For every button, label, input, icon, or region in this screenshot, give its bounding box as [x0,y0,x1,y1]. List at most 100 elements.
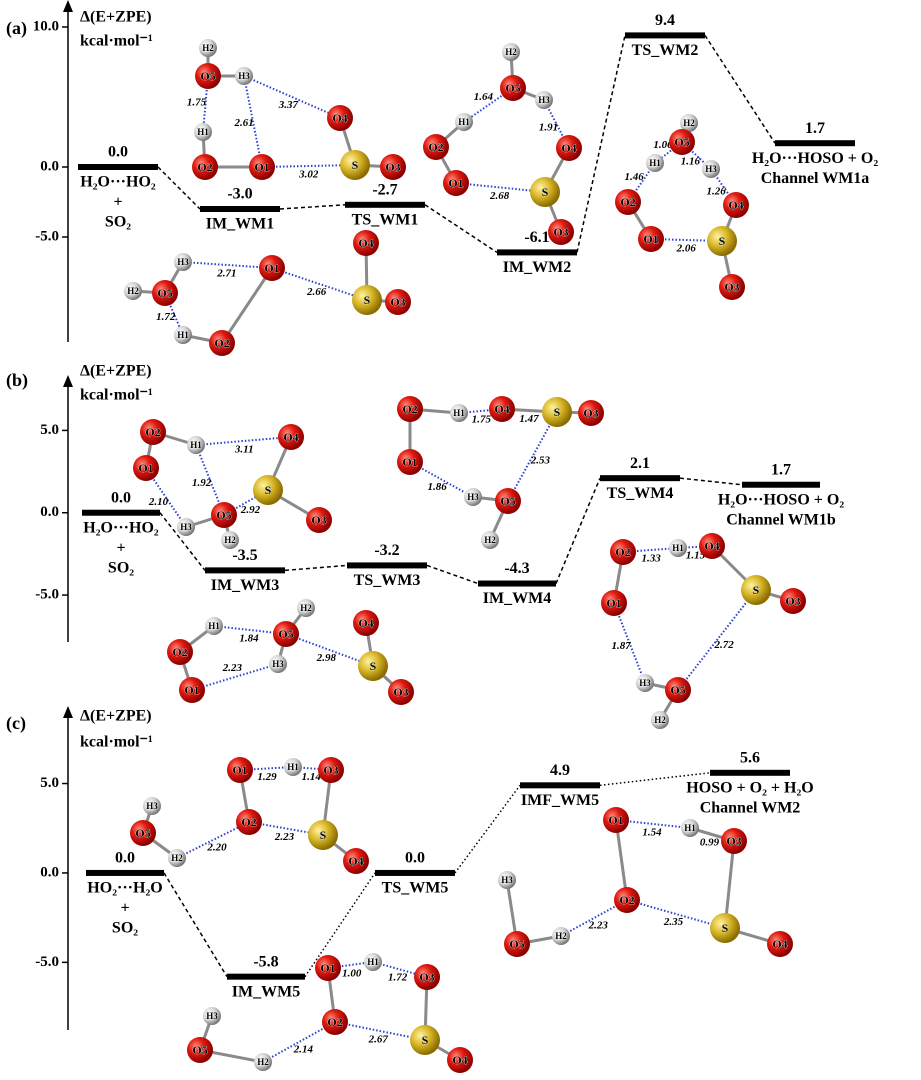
atom-label: S [542,185,549,199]
atom-label: H2 [300,603,312,613]
level-name: Channel WM1a [761,170,870,187]
connector [577,35,625,252]
atom-label: H1 [190,440,202,450]
atom-label: H1 [649,158,661,168]
atom-label: O3 [583,406,598,420]
atom-label: S [719,234,726,248]
atom-label: O2 [172,645,187,659]
atom-label: H1 [458,117,470,127]
level-value: -3.2 [374,542,399,559]
level-value: 1.7 [771,461,791,478]
axis-arrow [63,375,73,387]
distance-label: 1.75 [472,413,492,425]
distance-label: 1.92 [192,477,212,489]
distance-label: 3.02 [298,169,319,181]
level-value: -4.3 [504,560,529,577]
atom-label: O3 [553,225,568,239]
distance-label: 1.91 [539,122,558,134]
atom-label: O4 [561,141,576,155]
atom-label: O4 [348,854,363,868]
distance-label: 2.14 [293,1043,314,1055]
connector [285,565,347,570]
level-name: H₂O···HO₂ [83,519,159,536]
energy-level [227,974,305,980]
distance-label: 1.29 [257,771,277,783]
connector [427,565,478,583]
atom-label: H3 [177,257,189,267]
energy-level [742,482,820,488]
level-name: HOSO + O₂ + H₂O [686,779,813,796]
y-tick-label: 0.0 [40,504,59,520]
atom-label: H1 [208,621,220,631]
y-tick-label: -5.0 [35,587,59,603]
atom-label: O4 [358,616,373,630]
distance-label: 1.72 [156,311,176,323]
atom-label: O1 [643,232,658,246]
distance-label: 1.54 [642,826,662,838]
figure: (a)Δ(E+ZPE)kcal·mol⁻¹10.00.0-5.00.0H₂O··… [0,0,921,1080]
atom-label: O1 [606,596,621,610]
axis-unit: kcal·mol⁻¹ [80,387,153,404]
energy-level [345,202,425,208]
atom-label: H2 [171,853,183,863]
atom-label: O2 [428,140,443,154]
atom-label: O4 [452,1053,467,1067]
y-tick-label: 5.0 [40,775,59,791]
energy-level [775,140,855,146]
atom-label: H2 [127,286,139,296]
level-name: TS_WM3 [354,572,421,589]
atom-label: O4 [704,539,719,553]
axis-arrow [63,0,73,12]
atom-label: H3 [238,71,250,81]
atom-label: O1 [254,160,269,174]
atom-label: O3 [726,834,741,848]
atom-label: H2 [484,535,496,545]
level-value: 4.9 [550,762,570,779]
atom-label: O5 [216,508,231,522]
connector [280,205,345,209]
atom-label: H1 [197,127,209,137]
energy-level [600,475,680,481]
atom-label: O5 [670,683,685,697]
atom-label: O5 [674,135,689,149]
atom-label: O2 [402,402,417,416]
atom-label: H1 [177,330,189,340]
level-name: H₂O···HOSO + O₂ [718,491,844,508]
atom-label: O1 [264,261,279,275]
atom-label: O1 [402,455,417,469]
distance-label: 1.26 [706,186,726,198]
panel-label: (a) [6,18,27,39]
atom-label: S [364,293,371,307]
level-name: + [120,900,129,917]
atom-label: H3 [538,95,550,105]
atom-label: S [370,659,377,673]
level-name: Channel WM1b [726,511,836,528]
atom-label: H2 [257,1057,269,1067]
connector [164,873,227,977]
atom-label: H1 [287,762,299,772]
energy-level [347,562,427,568]
energy-level [200,206,280,212]
level-name: IM_WM3 [211,577,279,594]
distance-label: 1.84 [239,632,259,644]
level-value: -2.7 [372,181,397,198]
atom-label: O5 [505,81,520,95]
atom-label: O2 [615,545,630,559]
atom-label: H3 [180,522,192,532]
atom-label: O4 [772,937,787,951]
atom-label: H1 [367,957,379,967]
atom-label: O4 [728,198,743,212]
distance-label: 1.75 [187,97,207,109]
atom-label: O2 [214,336,229,350]
atom-label: O3 [323,763,338,777]
atom-label: O1 [138,461,153,475]
energy-level [375,870,455,876]
energy-level [520,782,600,788]
distance-label: 1.64 [474,91,494,103]
atom-label: O5 [135,826,150,840]
level-value: 0.0 [111,489,131,506]
level-value: 0.0 [108,144,128,161]
atom-label: O4 [494,402,509,416]
axis-arrow [63,706,73,718]
level-value: -3.5 [232,547,257,564]
